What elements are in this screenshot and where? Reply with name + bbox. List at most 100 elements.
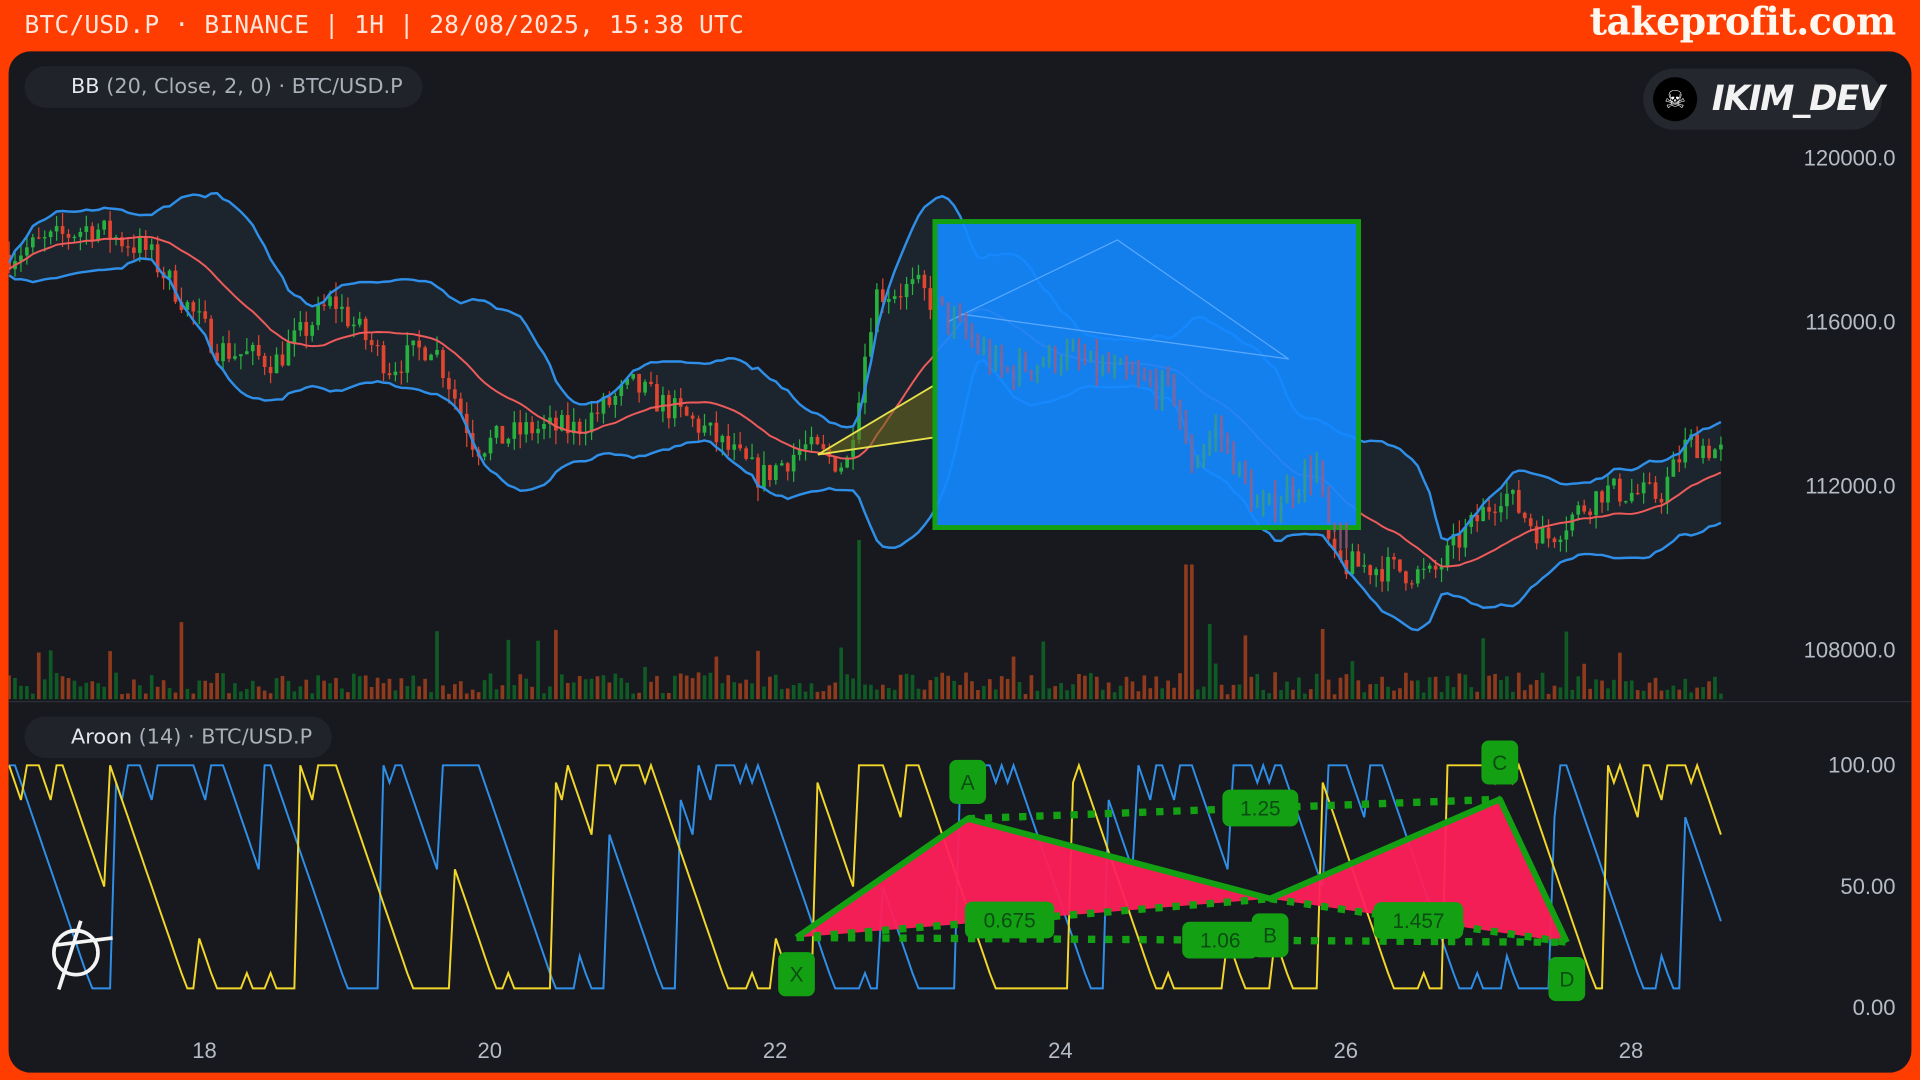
candle-body (494, 425, 499, 438)
candle-body (78, 231, 83, 237)
candle-body (334, 296, 338, 309)
volume-bar (274, 678, 279, 700)
candle-body (542, 423, 546, 429)
candle-body (1338, 550, 1343, 561)
volume-bar (524, 678, 529, 700)
volume-bar (423, 678, 427, 700)
candle-body (1695, 434, 1699, 459)
volume-bar (173, 692, 178, 700)
price-axis-label: 116000.0 (1805, 309, 1895, 334)
pattern-point-label: A (961, 771, 975, 794)
volume-bar (631, 693, 636, 700)
volume-bar (1665, 689, 1670, 700)
volume-bar (328, 683, 332, 700)
volume-bar (453, 684, 457, 700)
candle-body (768, 465, 772, 481)
volume-bar (1582, 663, 1587, 700)
volume-bar (1350, 661, 1355, 700)
candle-body (197, 311, 202, 313)
volume-bar (256, 686, 261, 700)
volume-bar (1124, 676, 1129, 700)
volume-bar (1511, 691, 1515, 700)
candle-body (750, 457, 754, 459)
candle-body (1398, 559, 1402, 572)
volume-bar (417, 686, 422, 700)
candle-body (1635, 492, 1640, 495)
candle-body (120, 237, 124, 247)
candle-body (886, 298, 891, 303)
volume-bar (1380, 676, 1384, 700)
time-axis-label: 20 (478, 1038, 503, 1063)
bb-upper-line (8, 191, 1722, 542)
candle-body (791, 454, 796, 472)
chart-canvas[interactable]: 120000.0 116000.0 112000.0 108000.0 18 20 22 24… (8, 51, 1912, 1072)
volume-bar (476, 692, 481, 700)
volume-bar (137, 685, 142, 700)
volume-bar (244, 688, 249, 700)
candle-body (453, 389, 457, 399)
candle-body (1368, 565, 1373, 576)
volume-bar (72, 680, 77, 700)
volume-bar (1267, 693, 1272, 700)
volume-bar (1516, 672, 1521, 700)
candle-body (773, 465, 778, 481)
volume-bar (1142, 675, 1147, 700)
volume-bar (1392, 690, 1396, 700)
candle-body (316, 304, 320, 326)
brand-logo[interactable]: takeprofit.com (1589, 0, 1897, 45)
candle-body (1463, 527, 1468, 548)
candle-body (904, 284, 909, 298)
volume-bar (809, 683, 814, 700)
candle-body (268, 366, 273, 374)
candle-body (1481, 507, 1485, 522)
chart-panel[interactable]: 120000.0 116000.0 112000.0 108000.0 18 20 22 24… (8, 51, 1912, 1073)
pattern-ratio-label: 1.25 (1240, 797, 1280, 820)
volume-bar (1386, 686, 1390, 700)
candle-body (1487, 507, 1491, 512)
bb-legend[interactable]: BB (20, Close, 2, 0) · BTC/USD.P (24, 66, 423, 108)
aroon-up-line (8, 762, 1722, 990)
volume-bar (13, 677, 17, 700)
candle-body (714, 422, 719, 443)
candle-body (203, 311, 208, 319)
candle-body (209, 318, 213, 353)
volume-bar (880, 684, 885, 700)
candle-body (1540, 527, 1545, 544)
volume-bar (571, 682, 576, 700)
volume-bar (488, 673, 493, 700)
candle-body (1445, 545, 1450, 566)
candle-body (482, 453, 487, 457)
volume-bar (48, 650, 53, 700)
candle-body (310, 325, 315, 336)
candle-body (227, 343, 231, 359)
candle-body (96, 229, 101, 240)
volume-bar (346, 692, 350, 700)
volume-bar (845, 674, 849, 700)
volume-bar (1540, 672, 1545, 700)
pattern-ratio-label: 0.675 (984, 909, 1036, 932)
candle-body (149, 244, 154, 250)
candle-body (738, 444, 742, 449)
volume-bar (1148, 688, 1153, 700)
candle-body (649, 381, 653, 384)
volume-bar (1231, 684, 1236, 700)
candle-body (1344, 560, 1349, 575)
volume-bar (375, 677, 380, 700)
volume-bar (1184, 564, 1188, 700)
author-badge[interactable]: ☠ IKIM_DEV (1643, 68, 1885, 130)
volume-bar (1398, 688, 1402, 700)
volume-bar (298, 686, 303, 700)
volume-bar (785, 688, 790, 700)
volume-bar (435, 631, 439, 700)
candle-body (1386, 556, 1390, 582)
volume-bar (661, 693, 665, 700)
candle-body (25, 247, 29, 256)
volume-bar (1356, 680, 1361, 700)
volume-bar (1629, 680, 1634, 700)
volume-bar (1207, 623, 1212, 700)
aroon-legend[interactable]: Aroon (14) · BTC/USD.P (24, 716, 332, 758)
takeprofit-logo-icon (52, 920, 113, 990)
candle-body (1719, 444, 1723, 450)
volume-bar (1011, 656, 1016, 700)
volume-bar (577, 676, 582, 700)
